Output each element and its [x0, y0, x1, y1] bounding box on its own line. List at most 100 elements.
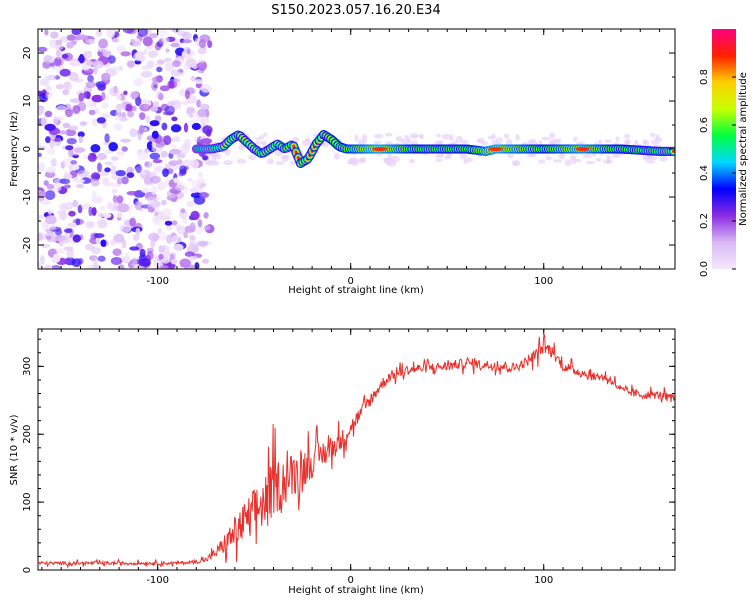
noise-blob [180, 208, 186, 214]
noise-blob [38, 105, 45, 115]
halo-blob [437, 140, 444, 146]
spectrogram-y-axis-label: Frequency (Hz) [9, 111, 20, 187]
noise-blob [173, 177, 179, 184]
halo-blob [624, 139, 631, 147]
colorbar-ticks: 0.0 0.2 0.4 0.6 0.8 [699, 69, 736, 277]
noise-blob [55, 84, 65, 90]
noise-blob [157, 182, 166, 190]
noise-blob [85, 265, 98, 269]
noise-blob [129, 128, 138, 138]
noise-blob [147, 50, 159, 58]
noise-blob [69, 164, 74, 172]
noise-blob [171, 234, 182, 244]
noise-blob [45, 136, 51, 144]
noise-blob [67, 222, 78, 228]
noise-blob [86, 100, 95, 108]
noise-blob [77, 131, 85, 138]
halo-blob [449, 134, 454, 142]
noise-blob [38, 261, 42, 268]
noise-blob [130, 38, 135, 46]
noise-blob [38, 162, 46, 173]
y-tick-label: 10 [22, 95, 33, 108]
noise-blob [98, 38, 108, 49]
noise-blob [106, 182, 118, 187]
noise-blob [138, 258, 151, 267]
noise-blob [185, 58, 197, 68]
noise-blob [171, 29, 181, 33]
noise-blob [188, 241, 195, 249]
noise-blob [173, 72, 185, 77]
noise-blob [164, 57, 172, 63]
noise-blob [110, 257, 123, 265]
halo-blob [212, 155, 217, 163]
noise-blob [44, 190, 56, 201]
halo-blob [248, 154, 257, 161]
noise-blob [114, 123, 123, 131]
noise-blob [205, 129, 212, 137]
halo-blob [505, 138, 513, 146]
noise-blob [56, 105, 67, 111]
noise-blob [134, 201, 142, 211]
halo-blob [419, 134, 424, 140]
noise-blob [201, 138, 213, 145]
noise-blob [154, 166, 165, 173]
noise-blob [65, 231, 71, 238]
noise-blob [116, 151, 125, 156]
noise-blob [91, 207, 97, 216]
noise-blob [151, 130, 159, 139]
noise-blob [198, 171, 203, 179]
halo-blob [354, 134, 359, 142]
noise-blob [55, 248, 66, 254]
noise-blob [156, 66, 163, 73]
noise-blob [161, 122, 168, 131]
noise-blob [65, 108, 73, 118]
noise-blob [111, 174, 119, 180]
colorbar: 0.0 0.2 0.4 0.6 0.8 Normalized spectral ampl… [699, 29, 749, 277]
noise-blob [102, 177, 110, 186]
noise-blob [38, 233, 44, 241]
noise-blob [158, 245, 163, 254]
noise-blob [50, 265, 62, 269]
noise-blob [85, 81, 96, 89]
noise-blob [175, 184, 185, 191]
noise-blob [127, 60, 135, 68]
noise-blob [110, 156, 119, 161]
noise-blob [189, 222, 196, 233]
noise-blob [64, 257, 76, 266]
noise-blob [202, 224, 211, 231]
noise-blob [190, 75, 196, 82]
noise-blob [72, 234, 82, 243]
halo-blob [575, 158, 582, 163]
noise-blob [43, 264, 53, 269]
noise-blob [97, 212, 104, 218]
noise-blob [162, 135, 169, 144]
halo-blob [529, 138, 537, 143]
halo-blob [359, 157, 367, 163]
halo-blob [274, 150, 283, 157]
noise-blob [188, 255, 199, 260]
y-tick-label: 0 [22, 567, 33, 573]
noise-blob [164, 62, 175, 71]
noise-blob [43, 180, 49, 186]
noise-blob [118, 264, 125, 269]
noise-blob [38, 141, 42, 147]
noise-blob [171, 116, 178, 122]
noise-blob [70, 160, 78, 165]
noise-blob [197, 219, 203, 228]
y-tick-label: -20 [22, 237, 33, 253]
noise-blob [43, 55, 53, 64]
noise-blob [93, 233, 105, 239]
noise-blob [62, 122, 71, 129]
noise-blob [124, 104, 133, 112]
noise-blob [78, 135, 84, 144]
noise-blob [146, 60, 155, 68]
halo-blob [538, 159, 546, 164]
noise-blob [76, 34, 88, 40]
noise-blob [96, 117, 106, 124]
noise-blob [90, 178, 100, 187]
noise-blob [153, 75, 163, 84]
noise-blob [197, 240, 209, 247]
noise-blob [84, 220, 95, 229]
noise-blob [194, 262, 200, 269]
noise-blob [75, 218, 81, 226]
